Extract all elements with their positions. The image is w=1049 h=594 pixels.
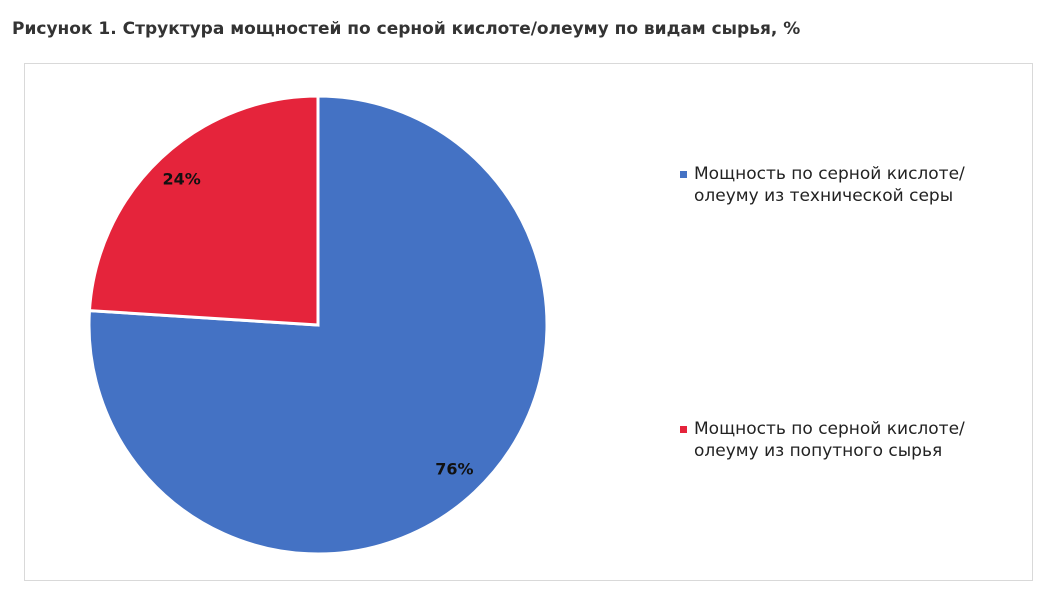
legend-item: Мощность по серной кислоте/олеуму из тех…: [680, 163, 1024, 207]
chart-frame: [24, 63, 1033, 581]
legend-marker: [680, 426, 687, 433]
legend-label: Мощность по серной кислоте/олеуму из тех…: [694, 164, 965, 206]
legend-label: Мощность по серной кислоте/олеуму из поп…: [694, 419, 965, 461]
value-label: 76%: [435, 460, 473, 479]
pie-slice: [87, 94, 320, 327]
legend-marker: [680, 171, 687, 178]
chart-title: Рисунок 1. Структура мощностей по серной…: [12, 19, 801, 39]
legend-item: Мощность по серной кислоте/олеуму из поп…: [680, 418, 1024, 462]
value-label: 24%: [162, 169, 200, 188]
pie-slice: [87, 94, 549, 556]
